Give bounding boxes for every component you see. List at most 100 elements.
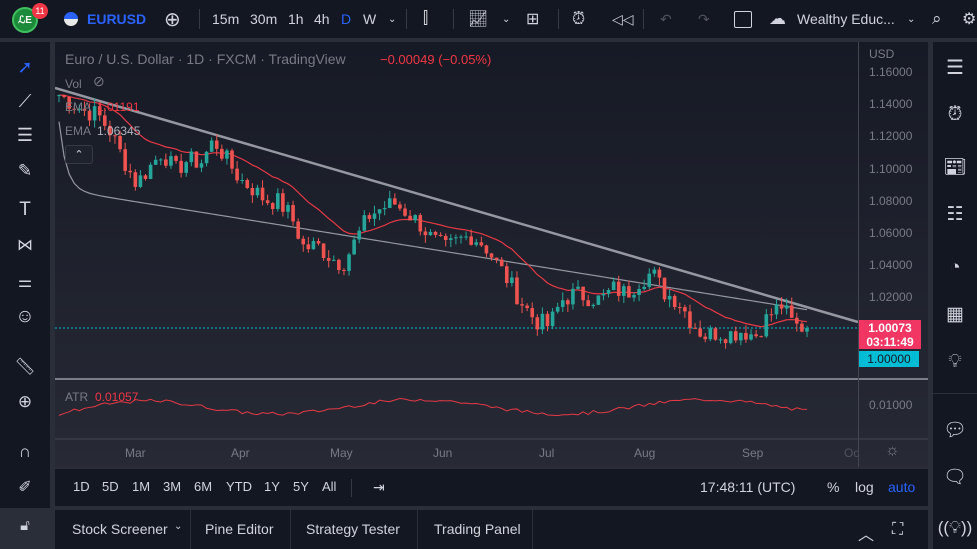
percent-toggle[interactable]: % — [827, 479, 840, 495]
candle-body — [209, 140, 214, 152]
range-5d[interactable]: 5D — [102, 479, 119, 494]
fib-lines-icon[interactable]: ☰ — [16, 124, 34, 145]
trendline-icon[interactable]: ⟋ — [18, 90, 32, 111]
auto-toggle[interactable]: auto — [888, 479, 916, 495]
data-window-icon[interactable]: ☷ — [946, 203, 964, 225]
chart-area[interactable]: Euro / U.S. Dollar · 1D · FXCM · Trading… — [55, 42, 928, 467]
candle-body — [596, 295, 601, 305]
emoji-icon[interactable]: ☺ — [15, 306, 35, 327]
price-axis[interactable]: USD 1.16000 1.14000 1.12000 1.10000 1.08… — [858, 42, 928, 467]
candle-body — [316, 240, 321, 244]
vol-label: Vol — [65, 77, 82, 91]
search-icon[interactable]: ⌕ — [932, 9, 942, 28]
range-ytd[interactable]: YTD — [226, 479, 252, 494]
range-6m[interactable]: 6M — [194, 479, 213, 494]
candle-body — [779, 304, 784, 309]
candle-body — [642, 286, 646, 290]
magnet-icon[interactable]: ∩ — [18, 442, 32, 461]
text-icon[interactable]: T — [19, 199, 31, 220]
watchlist-icon[interactable]: ☰ — [946, 56, 964, 79]
range-5y[interactable]: 5Y — [293, 479, 309, 494]
chevron-down-icon[interactable]: ⌄ — [388, 13, 397, 25]
cloud-save-icon[interactable]: ☁︎ — [769, 9, 786, 28]
ema-slow-value: 1.06345 — [97, 124, 141, 138]
layout-grid-icon[interactable]: ⊞ — [526, 11, 540, 28]
tab-stock-screener[interactable]: Stock Screener — [72, 521, 168, 537]
candle-body — [87, 110, 92, 121]
chevron-down-icon[interactable]: ⌄ — [907, 13, 916, 25]
candle-body — [204, 151, 209, 164]
symbol-search-button[interactable]: EURUSD — [87, 11, 147, 27]
candle-body — [393, 198, 397, 205]
drawing-toolbar: ➚ ⟋ ☰ ✎ T ⋈ ⚌ ☺ 📏︎ ⊕ ∩ ✐ 🔓︎ — [0, 42, 50, 534]
alert-clock-icon[interactable]: ⏰︎ — [572, 9, 586, 28]
candle-body — [469, 236, 473, 245]
candle-body — [550, 311, 555, 327]
interval-1h[interactable]: 1h — [288, 11, 304, 27]
collapse-panel-icon[interactable]: ︿ — [858, 527, 875, 544]
tab-pine-editor[interactable]: Pine Editor — [205, 521, 274, 537]
tab-trading-panel[interactable]: Trading Panel — [434, 521, 521, 537]
chats-icon[interactable]: 💬︎ — [942, 420, 968, 441]
undo-icon[interactable]: ↶ — [660, 10, 672, 27]
compare-add-icon[interactable]: ⊕ — [164, 8, 181, 31]
interval-30m[interactable]: 30m — [250, 11, 278, 27]
goto-date-icon[interactable]: ⇥ — [373, 479, 385, 495]
candle-body — [158, 159, 163, 161]
prediction-icon[interactable]: ⚌ — [17, 274, 33, 291]
range-1m[interactable]: 1M — [132, 479, 151, 494]
candle-body — [260, 187, 265, 201]
replay-icon[interactable]: ◁◁ — [612, 10, 634, 27]
candle-body — [683, 307, 687, 312]
indicators-icon[interactable]: 📈︎ — [468, 11, 489, 28]
cursor-icon[interactable]: ➚ — [17, 56, 33, 77]
pattern-icon[interactable]: ⋈ — [17, 237, 33, 254]
calendar-icon[interactable]: ▦ — [946, 303, 964, 325]
range-3m[interactable]: 3M — [163, 479, 182, 494]
news-icon[interactable]: 📰︎ — [942, 157, 968, 178]
candle-body — [92, 106, 97, 121]
hotlist-icon[interactable]: ◔ — [949, 257, 961, 278]
tab-strategy-tester[interactable]: Strategy Tester — [306, 521, 400, 537]
clock-timezone[interactable]: 17:48:11 (UTC) — [700, 479, 796, 495]
interval-4h[interactable]: 4h — [314, 11, 330, 27]
currency-selector[interactable]: USD — [869, 47, 895, 61]
ema-fast-value: 1.01191 — [97, 100, 140, 114]
streams-bulb-icon[interactable]: ((💡︎)) — [937, 518, 973, 537]
price-chart[interactable] — [55, 42, 928, 467]
layout-name-button[interactable]: Wealthy Educ... — [797, 11, 895, 27]
chevron-down-icon[interactable]: ⌄ — [502, 13, 511, 25]
interval-w[interactable]: W — [363, 11, 377, 27]
range-1d[interactable]: 1D — [73, 479, 90, 494]
log-toggle[interactable]: log — [855, 479, 874, 495]
ruler-icon[interactable]: 📏︎ — [14, 357, 36, 376]
chevron-down-icon[interactable]: ⌄ — [174, 521, 183, 532]
range-all[interactable]: All — [322, 479, 337, 494]
chat-icon[interactable]: 🗨︎ — [942, 467, 968, 488]
collapse-legend-button[interactable]: ⌃ — [65, 145, 93, 164]
alerts-clock-icon[interactable]: ⏰︎ — [947, 104, 963, 125]
candles-icon[interactable]: ⫿ — [423, 10, 429, 27]
candle-body — [672, 295, 677, 308]
hidden-eye-icon[interactable]: ⊘ — [93, 73, 105, 89]
brush-icon[interactable]: ✎ — [17, 161, 33, 180]
candle-body — [769, 314, 774, 316]
fullscreen-square-icon[interactable] — [734, 11, 752, 28]
zoom-in-icon[interactable]: ⊕ — [17, 392, 33, 411]
lock-icon[interactable]: 🔓︎ — [20, 516, 30, 534]
maximize-panel-icon[interactable]: ⛶ — [892, 521, 904, 538]
notification-badge: 11 — [32, 3, 48, 19]
ideas-bulb-icon[interactable]: 💡︎ — [948, 351, 962, 372]
settings-gear-icon[interactable]: ⚙ — [962, 11, 977, 28]
candle-body — [403, 208, 407, 216]
redo-icon[interactable]: ↷ — [698, 10, 710, 27]
interval-15m[interactable]: 15m — [212, 11, 240, 27]
interval-d[interactable]: D — [341, 11, 352, 27]
price-tick: 1.08000 — [869, 194, 913, 208]
lock-pencil-icon[interactable]: ✐ — [18, 479, 32, 496]
candle-body — [454, 237, 458, 239]
candle-body — [342, 270, 346, 272]
settings-sun-icon[interactable]: ☼ — [885, 442, 900, 459]
range-1y[interactable]: 1Y — [264, 479, 280, 494]
candle-body — [489, 253, 494, 258]
